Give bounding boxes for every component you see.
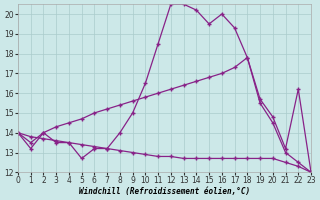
X-axis label: Windchill (Refroidissement éolien,°C): Windchill (Refroidissement éolien,°C) <box>79 187 250 196</box>
